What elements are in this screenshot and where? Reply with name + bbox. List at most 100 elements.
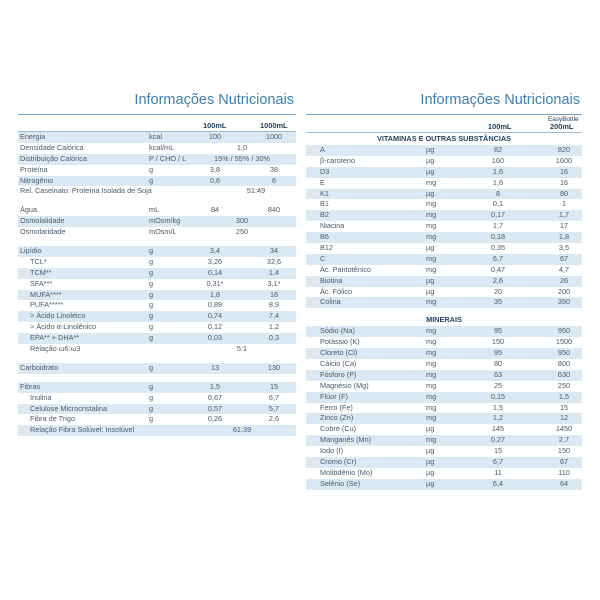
left-col1-header: 100mL xyxy=(203,121,227,130)
table-row: Cobre (Cu) µg 145 1450 xyxy=(306,424,582,435)
row-label: Magnésio (Mg) xyxy=(320,380,369,390)
row-unit: mg xyxy=(426,369,437,379)
row-value-col2: 1000 xyxy=(265,132,283,141)
row-value-col2: 4,7 xyxy=(558,264,570,274)
row-value-col2: 630 xyxy=(557,369,571,379)
table-row: Flúor (F) mg 0,15 1,5 xyxy=(306,391,582,403)
row-label: SFA*** xyxy=(30,278,53,288)
row-value-col1: 6,7 xyxy=(492,253,504,263)
row-unit: g xyxy=(149,175,154,185)
table-row: B1 mg 0,1 1 xyxy=(306,199,582,210)
row-unit: µg xyxy=(426,243,435,253)
row-label: Potássio (K) xyxy=(320,337,360,347)
row-value-col2: 2,6 xyxy=(268,414,280,424)
right-col2-header: 200mL xyxy=(550,122,574,131)
row-unit: kcal/mL xyxy=(149,142,175,152)
row-label: TCL* xyxy=(30,256,47,266)
row-label: β-caroteno xyxy=(320,155,356,165)
row-value-col1: 0,17 xyxy=(490,210,506,220)
row-unit: g xyxy=(149,164,154,174)
table-row: PUFA***** g 0,89 8,9 xyxy=(18,300,296,311)
row-value-col1: 0,26 xyxy=(207,414,223,424)
row-value-col1: 0,47 xyxy=(490,264,506,274)
row-label: Lipídio xyxy=(20,246,42,256)
table-row: Fósforo (P) mg 63 630 xyxy=(306,369,582,381)
table-row: Densidade Calórica kcal/mL 1,0 xyxy=(18,143,296,154)
row-gap xyxy=(18,374,296,382)
row-label: K1 xyxy=(320,188,329,198)
row-value-col1: 0,67 xyxy=(207,392,223,402)
table-row: B6 mg 0,18 1,8 xyxy=(306,232,582,244)
row-unit: g xyxy=(149,246,154,256)
row-value-col2: 7,4 xyxy=(268,311,280,321)
row-combined-value: 1,0 xyxy=(236,142,248,152)
right-nutrition-panel: Informações Nutricionais 100mL EasyBottl… xyxy=(306,90,582,490)
row-value-col1: 80 xyxy=(493,359,503,369)
row-unit: µg xyxy=(426,424,435,434)
row-combined-value: 15% / 55% / 30% xyxy=(214,153,270,163)
row-value-col2: 26 xyxy=(559,275,569,285)
row-value-col2: 1,8 xyxy=(558,232,570,242)
row-value-col2: 67 xyxy=(559,457,569,467)
row-value-col2: 80 xyxy=(559,188,569,198)
row-value-col2: 1,4 xyxy=(268,267,280,277)
table-row: Iodo (I) µg 15 150 xyxy=(306,446,582,457)
row-value-col1: 0,57 xyxy=(207,403,223,413)
row-unit: g xyxy=(149,278,154,288)
row-label: EPA** + DHA** xyxy=(30,333,80,343)
row-value-col2: 0,3 xyxy=(268,333,280,343)
row-value-col1: 13 xyxy=(210,362,220,372)
left-panel-title: Informações Nutricionais xyxy=(134,92,294,108)
row-value-col1: 11 xyxy=(494,467,502,477)
row-value-col2: 840 xyxy=(267,205,281,215)
row-value-col1: 0,1 xyxy=(492,199,504,209)
table-row: Celulose Microcristalina g 0,57 5,7 xyxy=(18,403,296,415)
table-row: Sódio (Na) mg 95 950 xyxy=(306,326,582,338)
row-value-col2: 38 xyxy=(269,164,279,174)
row-unit: kcal xyxy=(149,132,162,141)
row-label: Niacina xyxy=(320,221,345,231)
row-value-col1: 3,4 xyxy=(209,246,221,256)
row-unit: mg xyxy=(426,199,437,209)
row-value-col1: 0,12 xyxy=(207,322,223,332)
row-gap xyxy=(18,197,296,205)
row-label: TCM** xyxy=(30,267,52,277)
row-combined-value: 250 xyxy=(235,227,249,237)
row-label: Cloreto (Cl) xyxy=(320,348,358,358)
table-row: Ác. Fólico µg 20 200 xyxy=(306,287,582,298)
table-row: Potássio (K) mg 150 1500 xyxy=(306,337,582,348)
row-unit: mg xyxy=(426,221,437,231)
row-value-col2: 820 xyxy=(557,145,571,154)
row-unit: g xyxy=(149,362,154,372)
row-value-col1: 160 xyxy=(491,155,505,165)
row-label: Ác. Fólico xyxy=(320,286,353,296)
row-label: Zinco (Zn) xyxy=(320,413,354,423)
table-row: EPA** + DHA** g 0,03 0,3 xyxy=(18,333,296,345)
row-label: Manganês (Mn) xyxy=(320,435,372,445)
row-unit: mg xyxy=(426,391,437,401)
row-value-col2: 1 xyxy=(561,199,567,209)
row-value-col1: 35 xyxy=(493,297,503,307)
row-unit: mL xyxy=(149,205,160,215)
row-value-col2: 950 xyxy=(557,326,571,336)
left-rows-container: Energia kcal 100 1000 Densidade Calórica kcal… xyxy=(18,132,296,437)
table-row: Ác. Pantotênico mg 0,47 4,7 xyxy=(306,265,582,276)
row-unit: mg xyxy=(426,264,437,274)
row-label: Colina xyxy=(320,297,341,307)
row-unit: µg xyxy=(426,145,435,154)
table-row: β-caroteno µg 160 1600 xyxy=(306,156,582,167)
table-row: TCM** g 0,14 1,4 xyxy=(18,267,296,279)
row-label: Molibdênio (Mo) xyxy=(320,467,373,477)
left-header-divider xyxy=(18,131,296,132)
row-label: Relação Fibra Solúvel: Insolúvel xyxy=(30,425,135,435)
row-gap xyxy=(18,355,296,363)
table-row: TCL* g 3,26 32,6 xyxy=(18,257,296,268)
table-row: Carboidrato g 13 130 xyxy=(18,362,296,374)
row-unit: mg xyxy=(426,297,437,307)
row-label: Cálcio (Ca) xyxy=(320,359,357,369)
row-unit: mg xyxy=(426,232,437,242)
row-label: > Ácido Linoléico xyxy=(30,311,86,321)
table-row: Niacina mg 1,7 17 xyxy=(306,221,582,232)
row-unit: g xyxy=(149,403,154,413)
